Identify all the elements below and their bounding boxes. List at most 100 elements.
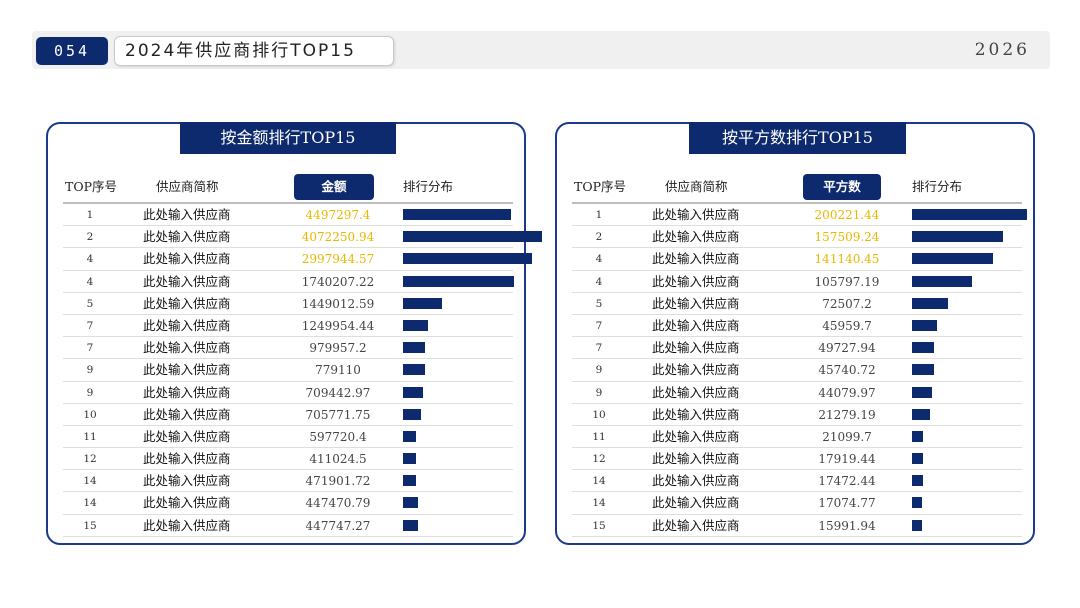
rank-label: 7 — [595, 342, 603, 355]
table-row: 4 此处输入供应商 1740207.22 — [63, 271, 514, 293]
amount-header-divider — [63, 202, 513, 204]
rank-label: 1 — [595, 209, 603, 221]
table-row: 10 此处输入供应商 21279.19 — [572, 404, 1022, 426]
amount-col-value: 金额 — [294, 174, 374, 200]
rank-bar — [403, 253, 532, 265]
amount-panel-title: 按金额排行TOP15 — [180, 122, 396, 154]
rank-bar — [403, 430, 416, 442]
rank-bar — [912, 319, 937, 331]
rank-bar — [912, 453, 923, 465]
supplier-name: 此处输入供应商 — [143, 251, 231, 267]
rank-label: 4 — [595, 275, 603, 288]
table-row: 12 此处输入供应商 411024.5 — [63, 448, 513, 471]
rank-label: 14 — [83, 497, 97, 510]
supplier-name: 此处输入供应商 — [143, 428, 231, 444]
rank-label: 4 — [86, 275, 94, 288]
rank-bar — [912, 253, 993, 265]
table-row: 5 此处输入供应商 1449012.59 — [63, 293, 513, 315]
value-label: 45959.7 — [822, 318, 872, 333]
value-label: 21279.19 — [818, 407, 876, 422]
rank-label: 12 — [83, 453, 97, 466]
rank-label: 15 — [592, 519, 606, 532]
rank-label: 14 — [83, 475, 97, 488]
value-label: 1740207.22 — [301, 274, 375, 289]
rank-label: 4 — [595, 253, 603, 266]
rank-bar — [912, 497, 922, 509]
rank-label: 7 — [86, 342, 94, 355]
rank-bar — [912, 297, 948, 309]
rank-bar — [403, 342, 425, 354]
table-row: 4 此处输入供应商 105797.19 — [572, 271, 1022, 293]
table-row: 7 此处输入供应商 49727.94 — [572, 337, 1022, 360]
amount-rows: 1 此处输入供应商 4497297.4 2 此处输入供应商 4072250.94 4 此处输入… — [63, 204, 542, 537]
value-label: 44079.97 — [818, 385, 876, 400]
rank-label: 11 — [592, 430, 606, 443]
rank-bar — [912, 386, 932, 398]
table-row: 14 此处输入供应商 17472.44 — [572, 470, 1022, 493]
value-label: 2997944.57 — [301, 252, 375, 267]
rank-bar — [403, 475, 416, 487]
table-row: 12 此处输入供应商 17919.44 — [572, 448, 1022, 471]
amount-col-name: 供应商简称 — [156, 179, 219, 194]
supplier-name: 此处输入供应商 — [652, 317, 740, 333]
supplier-name: 此处输入供应商 — [143, 473, 231, 489]
rank-bar — [403, 319, 428, 331]
area-col-value: 平方数 — [803, 174, 881, 200]
rank-bar — [403, 497, 418, 509]
rank-label: 9 — [86, 386, 94, 399]
supplier-name: 此处输入供应商 — [143, 317, 231, 333]
table-row: 9 此处输入供应商 709442.97 — [63, 382, 513, 404]
table-row: 15 此处输入供应商 447747.27 — [63, 515, 513, 537]
supplier-name: 此处输入供应商 — [652, 473, 740, 489]
rank-label: 2 — [86, 231, 94, 244]
value-label: 157509.24 — [814, 230, 880, 245]
rank-label: 7 — [595, 319, 603, 332]
supplier-name: 此处输入供应商 — [652, 340, 740, 356]
rank-bar — [912, 342, 934, 354]
rank-bar — [403, 408, 421, 420]
table-row: 9 此处输入供应商 45740.72 — [572, 359, 1022, 382]
table-row: 2 此处输入供应商 4072250.94 — [63, 226, 542, 249]
rank-label: 11 — [83, 430, 97, 443]
value-label: 471901.72 — [305, 474, 371, 489]
value-label: 447747.27 — [305, 518, 371, 533]
rank-label: 5 — [595, 297, 603, 310]
rank-label: 1 — [86, 209, 94, 221]
value-label: 1249954.44 — [301, 318, 375, 333]
table-row: 4 此处输入供应商 2997944.57 — [63, 248, 532, 271]
rank-bar — [403, 364, 425, 376]
table-row: 1 此处输入供应商 4497297.4 — [63, 204, 513, 227]
rank-bar — [912, 519, 922, 531]
supplier-name: 此处输入供应商 — [652, 251, 740, 267]
rank-bar — [403, 297, 442, 309]
rank-bar — [912, 408, 930, 420]
value-label: 15991.94 — [818, 518, 876, 533]
value-label: 4497297.4 — [305, 208, 371, 222]
table-row: 14 此处输入供应商 447470.79 — [63, 492, 513, 515]
supplier-name: 此处输入供应商 — [652, 295, 740, 311]
value-label: 17074.77 — [818, 496, 876, 511]
table-row: 7 此处输入供应商 1249954.44 — [63, 315, 513, 338]
supplier-name: 此处输入供应商 — [143, 384, 231, 400]
page-number: 054 — [36, 37, 108, 65]
value-label: 705771.75 — [305, 407, 371, 422]
table-row: 1 此处输入供应商 200221.44 — [572, 204, 1027, 227]
rank-bar — [403, 275, 514, 287]
value-label: 200221.44 — [814, 208, 880, 222]
rank-bar — [912, 275, 972, 287]
value-label: 4072250.94 — [301, 230, 375, 245]
supplier-name: 此处输入供应商 — [652, 384, 740, 400]
table-row: 5 此处输入供应商 72507.2 — [572, 293, 1022, 315]
amount-col-dist: 排行分布 — [403, 179, 454, 194]
value-label: 597720.4 — [309, 429, 367, 444]
area-col-rank: TOP序号 — [574, 179, 626, 194]
table-row: 4 此处输入供应商 141140.45 — [572, 248, 1022, 271]
table-row: 2 此处输入供应商 157509.24 — [572, 226, 1022, 249]
value-label: 1449012.59 — [301, 296, 375, 311]
table-row: 14 此处输入供应商 471901.72 — [63, 470, 513, 493]
area-col-dist: 排行分布 — [912, 179, 963, 194]
rank-label: 9 — [86, 364, 94, 377]
year-label: 2026 — [974, 40, 1030, 60]
page-title: 2024年供应商排行TOP15 — [114, 36, 394, 66]
value-label: 447470.79 — [305, 496, 371, 511]
